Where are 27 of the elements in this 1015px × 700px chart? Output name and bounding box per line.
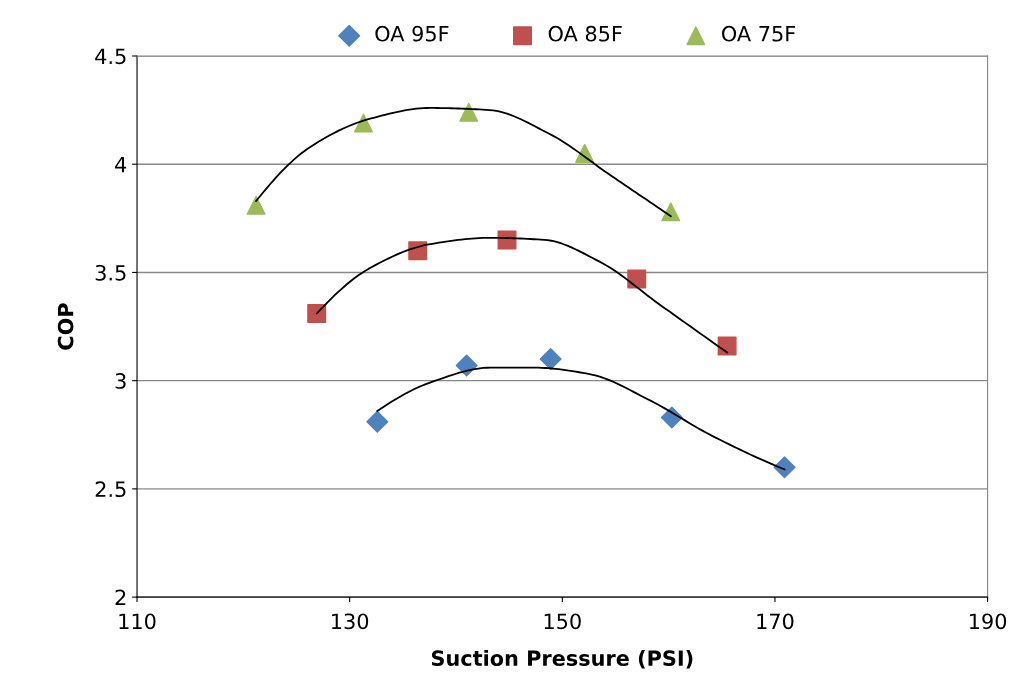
legend-label: OA 95F	[375, 25, 449, 42]
point	[366, 410, 389, 433]
x-tick-label: 150	[544, 613, 581, 630]
x-tick-label: 170	[757, 613, 794, 630]
y-tick-label: 3.5	[95, 264, 126, 281]
point	[307, 304, 327, 324]
y-tick-label: 2.5	[95, 481, 126, 498]
point	[717, 336, 737, 356]
y-tick-label: 3	[115, 373, 126, 389]
legend-label: OA 85F	[548, 25, 622, 42]
point	[459, 102, 479, 122]
x-axis-title: Suction Pressure (PSI)	[431, 649, 693, 669]
x-tick-label: 110	[119, 613, 156, 630]
x-tick-label: 190	[970, 613, 1007, 630]
point	[661, 202, 681, 222]
point	[455, 354, 478, 377]
y-tick-label: 4	[115, 156, 127, 173]
y-tick-label: 2	[115, 589, 126, 606]
point	[354, 113, 373, 133]
point	[246, 195, 266, 215]
point	[627, 269, 647, 289]
point	[539, 348, 562, 371]
y-axis-title: COP	[57, 303, 74, 350]
legend-label: OA 75F	[722, 25, 796, 42]
y-tick-label: 4.5	[95, 48, 126, 65]
point	[773, 456, 796, 479]
x-tick-label: 130	[332, 613, 369, 630]
